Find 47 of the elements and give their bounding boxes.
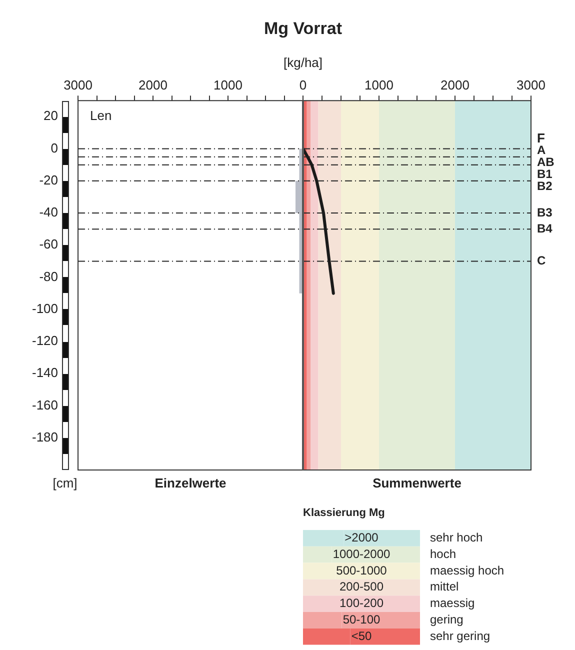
x-tick-label: 2000 bbox=[138, 77, 168, 92]
y-tick-label: -20 bbox=[39, 172, 58, 188]
x-axis-title: [kg/ha] bbox=[282, 55, 324, 70]
legend-label: 200-500 bbox=[339, 580, 384, 594]
ref-line-label: AB bbox=[537, 155, 555, 170]
legend-label: <50 bbox=[351, 628, 372, 643]
legend-label: 50-100 bbox=[342, 612, 381, 627]
legend-label: 1000-2000 bbox=[332, 546, 391, 561]
text: sehr hoch bbox=[430, 530, 483, 545]
y-tick-label: -60 bbox=[39, 236, 58, 252]
x-tick-label: 3000 bbox=[64, 77, 92, 92]
ref-line-label: B1 bbox=[537, 167, 553, 182]
y-tick-label: -160 bbox=[32, 397, 58, 412]
legend-label: 100-200 bbox=[339, 596, 384, 610]
x-tick-label: 0 bbox=[299, 77, 307, 92]
text: mittel bbox=[430, 580, 459, 594]
text: Einzelwerte bbox=[154, 476, 226, 491]
y-tick-label: -180 bbox=[32, 429, 58, 444]
ref-line-label: C bbox=[537, 254, 546, 268]
text: hoch bbox=[430, 546, 456, 561]
ref-line-label: B3 bbox=[537, 205, 553, 220]
y-tick-label: -100 bbox=[32, 300, 58, 316]
y-tick-label: -80 bbox=[39, 268, 58, 284]
y-tick-label: 0 bbox=[50, 140, 58, 156]
y-tick-label: -140 bbox=[32, 365, 58, 380]
text: sehr gering bbox=[430, 628, 490, 643]
ref-line-label: B2 bbox=[537, 179, 553, 194]
x-tick-label: 3000 bbox=[516, 77, 546, 92]
chart-title: Mg Vorrat bbox=[262, 19, 344, 39]
y-axis-title: [cm] bbox=[52, 476, 78, 491]
x-tick-label: 2000 bbox=[440, 77, 470, 92]
y-tick-label: -120 bbox=[32, 333, 58, 348]
x-tick-label: 1000 bbox=[214, 77, 242, 92]
annotation: F bbox=[537, 130, 545, 146]
legend-title: Klassierung Mg bbox=[303, 507, 385, 520]
y-tick-label: 20 bbox=[44, 108, 58, 124]
ref-line-label: A bbox=[537, 143, 546, 158]
text: Summenwerte bbox=[372, 476, 462, 491]
annotation: Len bbox=[90, 108, 112, 124]
y-tick-label: -40 bbox=[39, 204, 58, 220]
text: maessig hoch bbox=[430, 563, 504, 578]
text: gering bbox=[430, 612, 464, 627]
legend-label: 500-1000 bbox=[336, 563, 388, 578]
x-tick-label: 1000 bbox=[364, 77, 394, 92]
text: maessig bbox=[430, 596, 475, 610]
legend-label: >2000 bbox=[344, 530, 379, 545]
ref-line-label: B4 bbox=[537, 221, 553, 236]
